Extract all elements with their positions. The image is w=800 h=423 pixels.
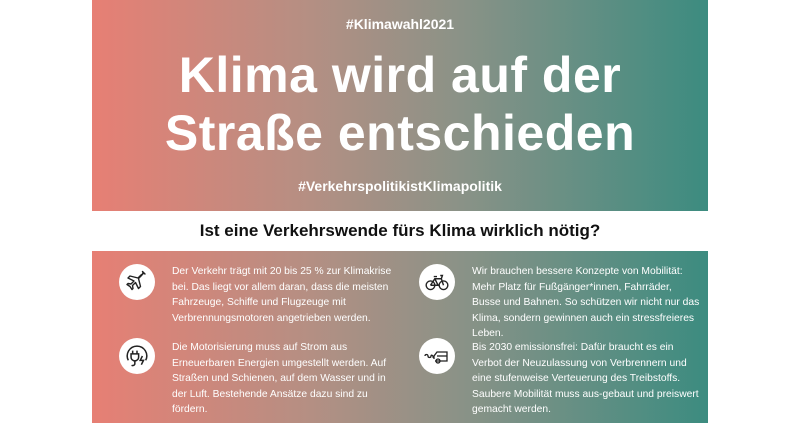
title-line-2: Straße entschieden: [164, 105, 636, 161]
item-text-traffic-share: Der Verkehr trägt mit 20 bis 25 % zur Kl…: [172, 266, 392, 324]
car-exhaust-icon: [419, 338, 455, 374]
title-line-1: Klima wird auf der: [178, 47, 622, 103]
question-banner: Ist eine Verkehrswende fürs Klima wirkli…: [92, 211, 708, 251]
infographic-card: #Klimawahl2021 Klima wird auf der Straße…: [92, 0, 708, 423]
main-title: Klima wird auf der Straße entschieden: [92, 46, 708, 162]
bicycle-icon: [419, 264, 455, 300]
item-text-mobility-concepts: Wir brauchen bessere Konzepte von Mobili…: [472, 266, 700, 340]
airplane-icon: [119, 264, 155, 300]
item-text-emission-free: Bis 2030 emissionsfrei: Dafür braucht es…: [472, 342, 699, 416]
question-text: Ist eine Verkehrswende fürs Klima wirkli…: [199, 221, 601, 240]
electric-plug-icon: [119, 338, 155, 374]
hashtag-verkehrspolitik: #VerkehrspolitikistKlimapolitik: [298, 178, 502, 194]
item-text-electrification: Die Motorisierung muss auf Strom aus Ern…: [172, 342, 387, 416]
hashtag-klimawahl: #Klimawahl2021: [345, 16, 455, 32]
